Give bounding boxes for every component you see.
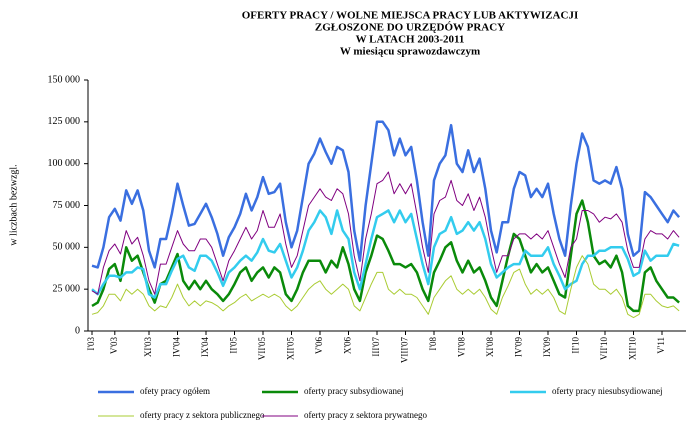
y-tick-label: 75 000: [53, 200, 81, 211]
x-tick-label: X'06: [343, 337, 353, 355]
x-tick-label: XII'10: [628, 337, 638, 361]
x-tick-label: III'07: [371, 337, 381, 357]
legend-label: oferty pracy z sektora publicznego: [140, 410, 265, 420]
x-tick-label: VII'05: [257, 337, 267, 361]
series-line: [91, 209, 680, 299]
y-tick-label: 150 000: [48, 74, 81, 85]
x-tick-label: VIII'07: [400, 337, 410, 364]
y-tick-label: 25 000: [53, 283, 81, 294]
x-tick-label: VII'10: [599, 337, 609, 361]
x-tick-label: V'11: [656, 337, 666, 354]
x-tick-label: V'06: [314, 337, 324, 355]
chart-title: OFERTY PRACY / WOLNE MIEJSCA PRACY LUB A…: [242, 10, 578, 22]
x-tick-label: XI'03: [143, 337, 153, 358]
x-tick-label: IX'04: [200, 337, 210, 358]
x-tick-label: IV'04: [172, 337, 182, 358]
x-tick-label: I'08: [428, 337, 438, 351]
chart-title: W miesiącu sprawozdawczym: [340, 46, 480, 58]
y-tick-label: 0: [75, 325, 80, 336]
chart-title: W LATACH 2003-2011: [356, 34, 465, 46]
x-tick-label: I'03: [86, 337, 96, 351]
x-tick-label: II'10: [571, 337, 581, 354]
x-tick-label: II'05: [229, 337, 239, 354]
series-line: [91, 199, 680, 313]
legend-label: oferty pracy niesubsydiowanej: [552, 386, 662, 396]
series-line: [91, 171, 680, 295]
x-tick-label: XI'08: [485, 337, 495, 358]
y-tick-label: 100 000: [48, 158, 81, 169]
legend-label: oferty pracy z sektora prywatnego: [304, 410, 427, 420]
legend-label: ofety pracy ogółem: [140, 386, 210, 396]
x-tick-label: IV'09: [514, 337, 524, 358]
x-tick-label: IX'09: [542, 337, 552, 358]
x-tick-label: V'03: [109, 337, 119, 355]
legend-label: oferty pracy subsydiowanej: [304, 386, 403, 396]
y-tick-label: 50 000: [53, 242, 81, 253]
x-tick-label: XII'05: [286, 337, 296, 361]
series-line: [91, 255, 680, 319]
y-axis-label: w liczbach bezwzgl.: [8, 164, 19, 245]
x-tick-label: VI'08: [457, 337, 467, 358]
chart-title: ZGŁOSZONE DO URZĘDÓW PRACY: [315, 22, 505, 34]
series-line: [91, 120, 681, 269]
y-tick-label: 125 000: [48, 116, 81, 127]
